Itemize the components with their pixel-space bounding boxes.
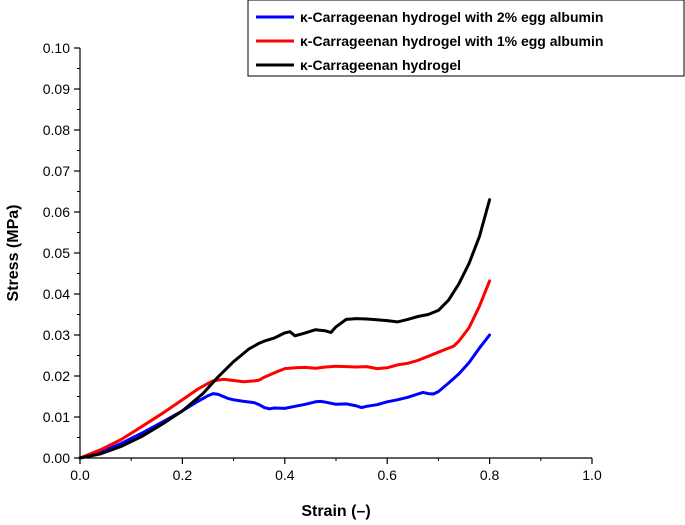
y-tick-label: 0.02 <box>43 368 70 384</box>
legend-label-2pct: κ-Carrageenan hydrogel with 2% egg album… <box>300 9 603 25</box>
y-tick-label: 0.01 <box>43 409 70 425</box>
legend-label-plain: κ-Carrageenan hydrogel <box>300 57 461 73</box>
y-tick-label: 0.04 <box>43 286 70 302</box>
x-axis-title: Strain (–) <box>301 503 370 520</box>
y-tick-label: 0.09 <box>43 81 70 97</box>
y-tick-label: 0.08 <box>43 122 70 138</box>
series-line-2pct-egg-albumin <box>78 333 492 460</box>
y-tick-label: 0.06 <box>43 204 70 220</box>
y-tick-label: 0.10 <box>43 40 70 56</box>
x-tick-label: 0.8 <box>480 467 500 483</box>
tick-labels: 0.0 0.2 0.4 0.6 0.8 1.0 0.00 0.01 0.02 0.03 0.04 0.… <box>43 40 602 483</box>
y-tick-label: 0.05 <box>43 245 70 261</box>
y-tick-label: 0.03 <box>43 327 70 343</box>
legend-box <box>247 0 685 77</box>
x-tick-label: 0.4 <box>275 467 295 483</box>
legend: κ-Carrageenan hydrogel with 2% egg album… <box>247 0 685 77</box>
y-tick-label: 0.00 <box>43 450 70 466</box>
x-tick-label: 0.0 <box>70 467 90 483</box>
series-line-carrageenan <box>78 198 492 460</box>
x-tick-label: 1.0 <box>582 467 602 483</box>
series-lines <box>78 198 492 460</box>
x-tick-label: 0.2 <box>173 467 193 483</box>
legend-label-1pct: κ-Carrageenan hydrogel with 1% egg album… <box>300 33 603 49</box>
tick-marks <box>74 47 593 464</box>
series-line-1pct-egg-albumin <box>78 279 492 460</box>
y-tick-label: 0.07 <box>43 163 70 179</box>
x-tick-label: 0.6 <box>377 467 397 483</box>
axes <box>79 48 592 459</box>
y-axis-title: Stress (MPa) <box>5 205 22 302</box>
